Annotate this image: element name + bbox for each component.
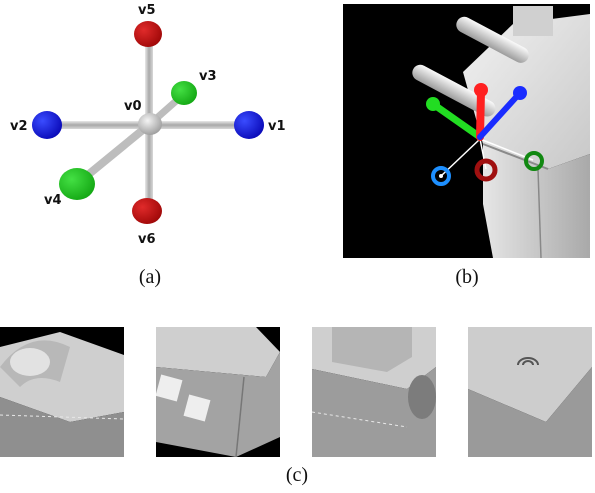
vertex-v5 (134, 21, 162, 47)
object-peg-bottom (412, 64, 496, 117)
closeup-render-2 (156, 327, 280, 457)
rod-v2 (48, 121, 148, 129)
rendered-object-with-axes (343, 4, 590, 258)
closeup-render-3 (312, 327, 436, 457)
vertex-v6 (132, 198, 162, 224)
object-side (483, 144, 590, 258)
label-v6: v6 (138, 232, 156, 247)
projected-vertex-green (524, 151, 544, 171)
caption-c: (c) (285, 464, 309, 486)
projected-vertex-blue (431, 166, 451, 186)
rod-v1 (150, 121, 248, 129)
closeup-render-4 (468, 327, 592, 457)
caption-a: (a) (138, 266, 162, 288)
label-v1: v1 (268, 119, 286, 134)
object-peg-top (456, 16, 529, 63)
vertex-v4 (59, 168, 95, 200)
axis-red (476, 87, 485, 141)
label-v5: v5 (138, 3, 156, 18)
axis-blue (477, 91, 522, 140)
vertex-v1 (234, 111, 264, 139)
vertex-diagram: v5 v3 v0 v2 v1 v4 v6 (10, 3, 286, 247)
caption-b: (b) (455, 266, 479, 288)
label-v2: v2 (10, 119, 28, 134)
projected-vertex-red (474, 158, 498, 182)
label-v3: v3 (199, 69, 217, 84)
vertex-v3 (171, 81, 197, 105)
closeup-render-1 (0, 327, 124, 457)
center-vertex-v0 (138, 113, 162, 135)
rod-v6 (145, 124, 153, 210)
label-v0: v0 (124, 99, 142, 114)
vertex-v2 (32, 111, 62, 139)
rod-v5 (145, 36, 153, 124)
label-v4: v4 (44, 193, 62, 208)
axis-green (429, 100, 484, 141)
